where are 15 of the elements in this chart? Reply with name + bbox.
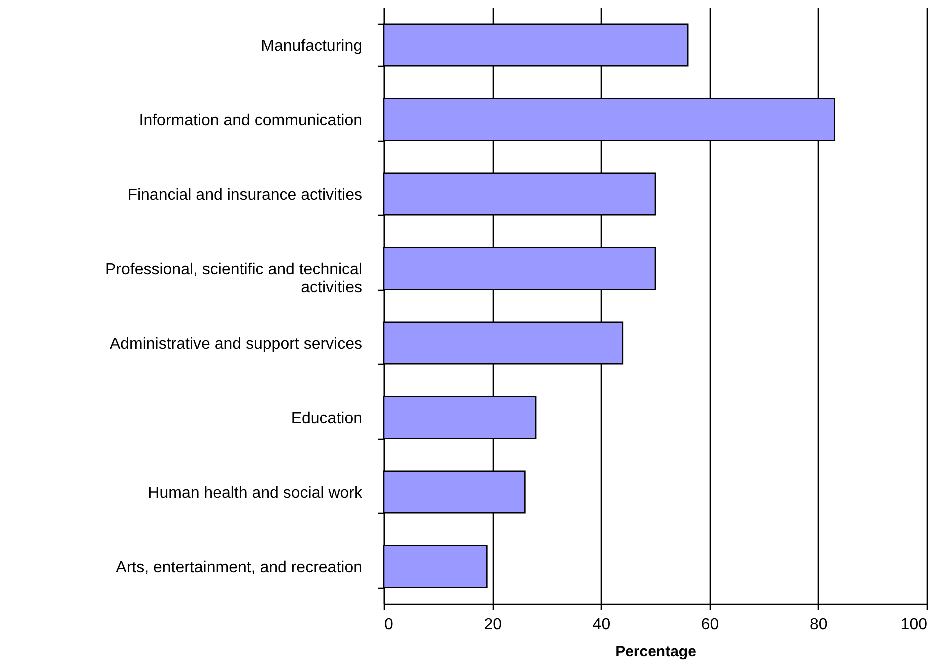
x-tick-label: 80 [810,616,828,634]
x-tick-label: 0 [384,616,394,634]
y-tick-label: Financial and insurance activities [128,186,362,204]
x-tick-label: 100 [900,616,928,634]
y-tick-label: Information and communication [139,112,362,130]
y-tick-label: Arts, entertainment, and recreation [116,559,362,576]
x-tick-label: 40 [592,616,611,634]
x-axis-title: Percentage [616,644,696,660]
y-tick-label: Human health and social work [148,484,364,502]
x-tick-label: 60 [701,616,720,634]
y-tick-label: Manufacturing [261,38,362,55]
x-tick-label: 20 [484,616,502,634]
y-tick-label: Administrative and support services [110,336,362,353]
y-tick-label: Education [291,410,362,428]
y-tick-label: Professional, scientific and technical activities [105,261,362,296]
